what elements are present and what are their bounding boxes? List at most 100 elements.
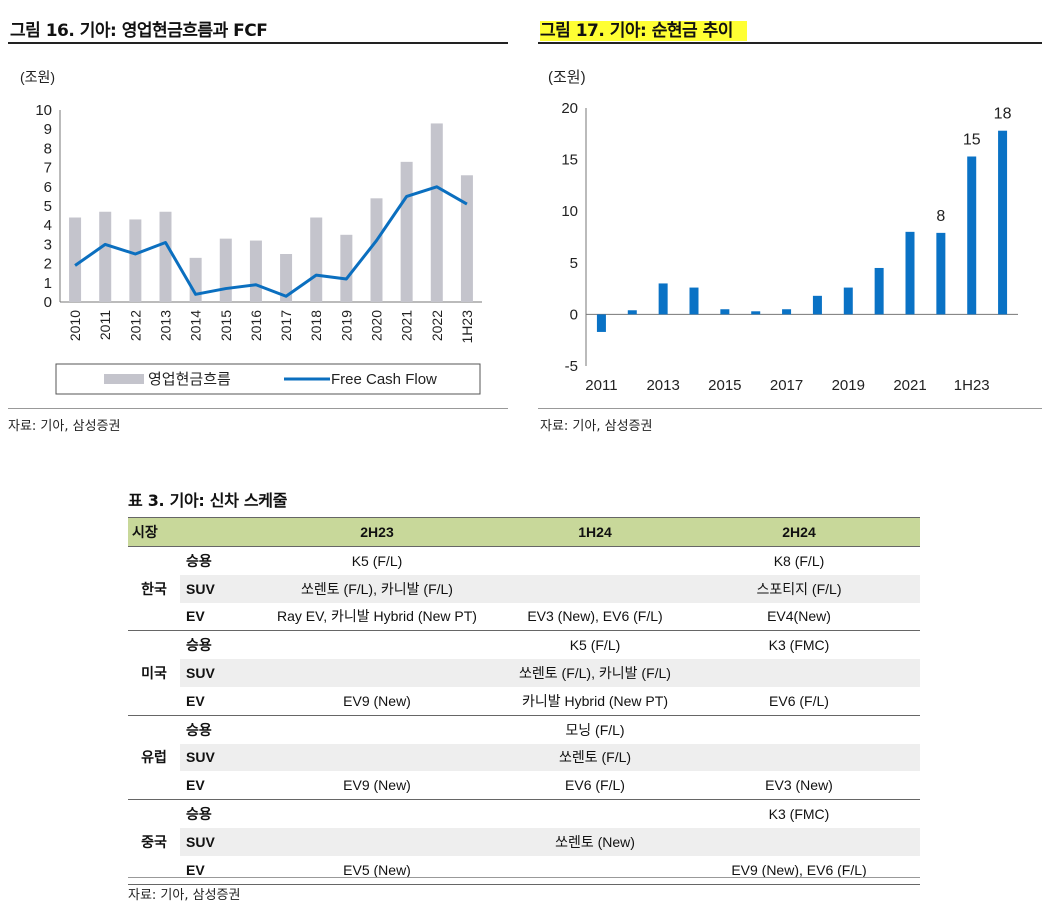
y-tick-label: 4 bbox=[44, 217, 52, 234]
segment-cell: 승용 bbox=[186, 721, 212, 738]
ocf-bar bbox=[129, 219, 142, 302]
ocf-bar bbox=[400, 161, 413, 302]
header-2h24: 2H24 bbox=[678, 517, 920, 547]
schedule-cell: K5 (F/L) bbox=[569, 637, 621, 654]
schedule-cell bbox=[678, 743, 920, 772]
schedule-cell: 쏘렌토 (F/L), 카니발 (F/L) bbox=[242, 574, 512, 603]
x-tick-label: 1H23 bbox=[459, 310, 475, 344]
figure16-source: 자료: 기아, 삼성증권 bbox=[8, 419, 121, 434]
table-row: 중국 승용 K3 (FMC) bbox=[128, 799, 920, 885]
y-tick-label: -5 bbox=[565, 358, 578, 375]
net-cash-bar bbox=[658, 283, 668, 315]
table-row: SUV 쏘렌토 (F/L), 카니발 (F/L) bbox=[128, 659, 920, 687]
y-tick-label: 6 bbox=[44, 179, 52, 196]
schedule-cell: EV9 (New) bbox=[242, 771, 512, 801]
net-cash-bar bbox=[720, 309, 730, 315]
schedule-cell: 쏘렌토 (F/L), 카니발 (F/L) bbox=[512, 659, 678, 687]
x-tick-label: 2017 bbox=[278, 310, 294, 341]
ocf-bar bbox=[340, 234, 353, 302]
segment-cell: SUV bbox=[180, 827, 242, 856]
table-row: SUV 쏘렌토 (New) bbox=[128, 827, 920, 856]
table-row: 한국 승용 K5 (F/L) K8 (F/L) bbox=[128, 546, 920, 632]
market-cell: 유럽 bbox=[128, 715, 180, 801]
schedule-cell: EV9 (New) bbox=[242, 686, 512, 716]
x-tick-label: 2011 bbox=[585, 377, 617, 394]
figure17-source-rule bbox=[538, 408, 1042, 409]
segment-cell: 승용 bbox=[186, 552, 212, 569]
y-tick-label: 8 bbox=[44, 140, 52, 157]
schedule-cell bbox=[512, 574, 678, 603]
net-cash-bar bbox=[874, 267, 884, 315]
net-cash-bar bbox=[998, 130, 1008, 315]
figure17-chart: (조원) -5 0 5 10 15 20 8 15 18 2011 2013 2015 2017 2019 2… bbox=[548, 69, 1018, 394]
segment-cell: EV bbox=[180, 602, 242, 632]
schedule-cell: K8 (F/L) bbox=[773, 552, 825, 569]
ocf-bar bbox=[460, 175, 473, 302]
x-tick-label: 2021 bbox=[893, 377, 926, 394]
legend-bar-swatch bbox=[104, 374, 144, 384]
schedule-cell: Ray EV, 카니발 Hybrid (New PT) bbox=[242, 602, 512, 632]
segment-cell: 승용 bbox=[186, 637, 212, 654]
schedule-cell: 카니발 Hybrid (New PT) bbox=[512, 686, 678, 716]
schedule-cell: K3 (FMC) bbox=[768, 806, 830, 823]
y-tick-label: 10 bbox=[561, 203, 578, 220]
schedule-cell: K3 (FMC) bbox=[768, 637, 830, 654]
figure17-title-rule bbox=[538, 42, 1042, 44]
y-tick-label: 5 bbox=[44, 198, 52, 215]
schedule-cell bbox=[242, 659, 512, 687]
legend-line-label: Free Cash Flow bbox=[331, 371, 437, 388]
ocf-bar bbox=[370, 198, 383, 302]
table-row: SUV 쏘렌토 (F/L), 카니발 (F/L) 스포티지 (F/L) bbox=[128, 574, 920, 603]
y-tick-label: 7 bbox=[44, 160, 52, 177]
table-row: 미국 승용 K5 (F/L) K3 (FMC) bbox=[128, 630, 920, 716]
table-row: SUV 쏘렌토 (F/L) bbox=[128, 743, 920, 772]
y-unit-label: (조원) bbox=[20, 69, 55, 85]
x-tick-label: 2018 bbox=[308, 310, 324, 341]
table-header-row: 시장 2H23 1H24 2H24 bbox=[128, 517, 920, 547]
net-cash-bar bbox=[936, 232, 946, 315]
legend-bar-label: 영업현금흐름 bbox=[148, 371, 231, 388]
schedule-cell bbox=[512, 547, 678, 575]
schedule-cell: 모닝 (F/L) bbox=[565, 721, 625, 738]
header-segment bbox=[180, 517, 242, 547]
x-tick-label: 2016 bbox=[248, 310, 264, 341]
table-row: 유럽 승용 모닝 (F/L) bbox=[128, 715, 920, 801]
schedule-cell bbox=[678, 659, 920, 687]
segment-cell: SUV bbox=[180, 659, 242, 687]
schedule-cell: 쏘렌토 (New) bbox=[512, 827, 678, 856]
schedule-table: 시장 2H23 1H24 2H24 한국 승용 K5 (F/L) K8 (F/L) SU… bbox=[128, 517, 920, 885]
y-tick-label: 3 bbox=[44, 236, 52, 253]
net-cash-bar bbox=[627, 310, 637, 315]
schedule-cell: 쏘렌토 (F/L) bbox=[512, 743, 678, 772]
schedule-cell: EV6 (F/L) bbox=[678, 686, 920, 716]
y-tick-label: 0 bbox=[570, 306, 578, 323]
figure17-title: 그림 17. 기아: 순현금 추이 bbox=[540, 16, 747, 41]
segment-cell: EV bbox=[180, 771, 242, 801]
data-label: 8 bbox=[936, 208, 945, 225]
x-tick-label: 2021 bbox=[399, 310, 415, 341]
y-tick-label: 15 bbox=[561, 152, 578, 169]
header-1h24: 1H24 bbox=[512, 517, 678, 547]
x-tick-label: 1H23 bbox=[954, 377, 990, 394]
x-tick-label: 2014 bbox=[188, 310, 204, 341]
schedule-cell: EV9 (New), EV6 (F/L) bbox=[678, 855, 920, 885]
table-row: EV EV5 (New) EV9 (New), EV6 (F/L) bbox=[128, 855, 920, 885]
figure17-source: 자료: 기아, 삼성증권 bbox=[540, 419, 653, 434]
ocf-bar bbox=[430, 123, 443, 302]
header-market: 시장 bbox=[128, 517, 180, 547]
net-cash-bar bbox=[782, 309, 792, 315]
x-tick-label: 2010 bbox=[67, 310, 83, 341]
market-cell: 중국 bbox=[128, 799, 180, 885]
y-unit-label: (조원) bbox=[548, 69, 586, 86]
data-label: 15 bbox=[963, 132, 981, 149]
table-row: EV EV9 (New) 카니발 Hybrid (New PT) EV6 (F/L) bbox=[128, 686, 920, 716]
segment-cell: EV bbox=[180, 855, 242, 885]
y-tick-label: 9 bbox=[44, 121, 52, 138]
y-tick-label: 1 bbox=[44, 275, 52, 292]
table3-source: 자료: 기아, 삼성증권 bbox=[128, 888, 241, 903]
table-row: EV Ray EV, 카니발 Hybrid (New PT) EV3 (New), … bbox=[128, 602, 920, 632]
ocf-bar bbox=[310, 217, 323, 302]
schedule-cell bbox=[242, 800, 512, 828]
table3-source-rule bbox=[128, 877, 920, 878]
x-tick-label: 2013 bbox=[158, 310, 174, 341]
